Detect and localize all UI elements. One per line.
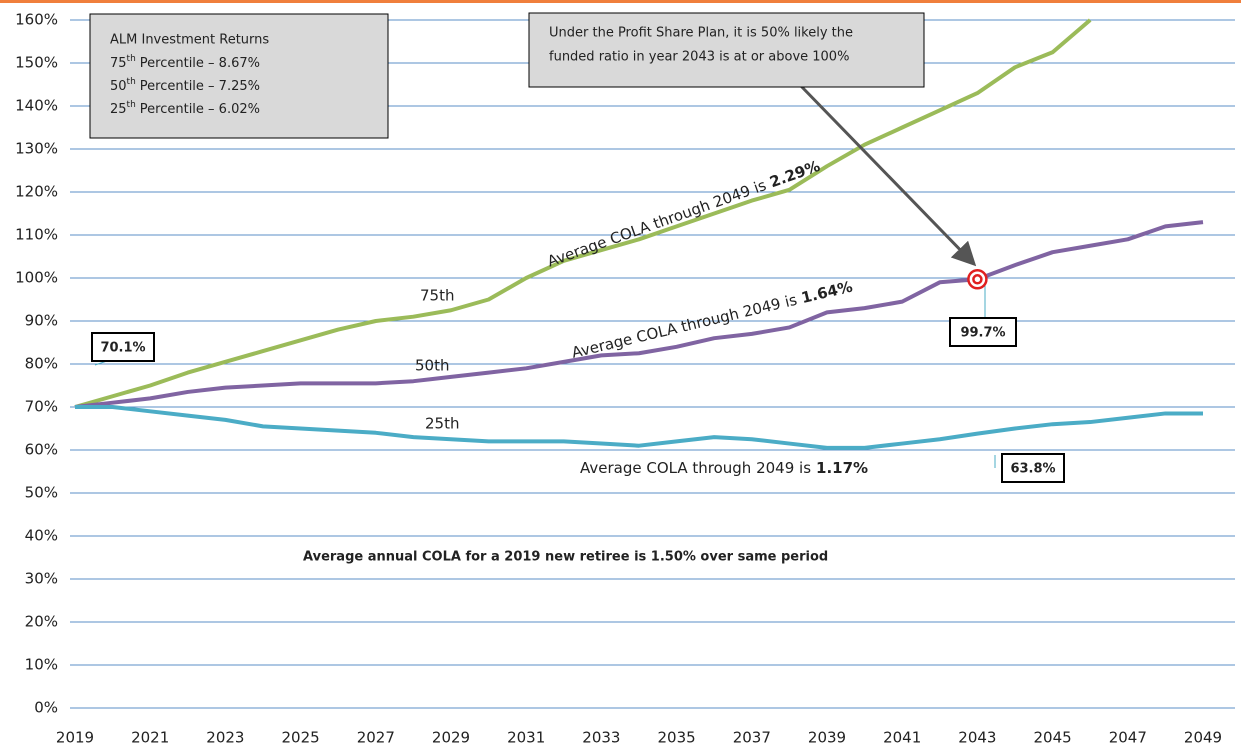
x-tick-label: 2041	[883, 729, 921, 747]
series-line	[74, 220, 1204, 409]
y-tick-label: 130%	[15, 140, 58, 158]
y-tick-label: 50%	[25, 484, 58, 502]
x-tick-label: 2023	[206, 729, 244, 747]
rank: 50	[110, 79, 127, 94]
y-tick-label: 70%	[25, 398, 58, 416]
y-tick-label: 100%	[15, 269, 58, 287]
returns-text: Percentile – 7.25%	[140, 79, 260, 94]
cola-label: Average COLA through 2049 is2.29%	[545, 156, 822, 270]
point-label: 63.8%	[1010, 462, 1055, 477]
y-tick-label: 40%	[25, 527, 58, 545]
y-tick-label: 140%	[15, 97, 58, 115]
series-label: 75th	[420, 287, 454, 305]
y-tick-label: 120%	[15, 183, 58, 201]
callout-text: funded ratio in year 2043 is at or above…	[549, 50, 849, 65]
x-tick-label: 2031	[507, 729, 545, 747]
x-tick-label: 2043	[958, 729, 996, 747]
y-tick-label: 160%	[15, 11, 58, 29]
point-label-box	[949, 317, 1017, 347]
returns-row: 50th Percentile – 7.25%	[110, 77, 260, 94]
rank-suffix: th	[127, 77, 136, 87]
y-tick-label: 0%	[34, 699, 58, 717]
cola-label: Average COLA through 2049 is 1.17%	[580, 459, 868, 477]
point-label-box	[1001, 453, 1065, 483]
point-label: 99.7%	[960, 326, 1005, 341]
returns-row: 25th Percentile – 6.02%	[110, 100, 260, 117]
returns-row: 75th Percentile – 8.67%	[110, 54, 260, 71]
returns-title: ALM Investment Returns	[110, 33, 269, 48]
target-marker	[972, 274, 983, 285]
x-tick-label: 2025	[282, 729, 320, 747]
y-tick-label: 110%	[15, 226, 58, 244]
x-tick-label: 2027	[357, 729, 395, 747]
rank: 75	[110, 56, 127, 71]
y-tick-label: 30%	[25, 570, 58, 588]
y-tick-label: 90%	[25, 312, 58, 330]
point-label: 70.1%	[100, 341, 145, 356]
x-tick-label: 2039	[808, 729, 846, 747]
grid: 0% 10% 20% 30% 40% 50% 60% 70% 80% 90% 100% 110% 120…	[15, 11, 1235, 747]
y-tick-label: 20%	[25, 613, 58, 631]
lines	[74, 18, 1204, 450]
cola-value: 1.64%	[799, 277, 854, 307]
y-tick-label: 60%	[25, 441, 58, 459]
callout-text: Under the Profit Share Plan, it is 50% l…	[549, 26, 853, 41]
point-label-box	[91, 332, 155, 362]
callout-box	[528, 12, 925, 88]
x-tick-label: 2029	[432, 729, 470, 747]
cola-text: Average COLA through 2049 is	[570, 290, 799, 361]
series-label: 50th	[415, 357, 449, 375]
x-tick-label: 2033	[582, 729, 620, 747]
x-tick-label: 2021	[131, 729, 169, 747]
rank-suffix: th	[127, 100, 136, 110]
x-tick-label: 2049	[1184, 729, 1222, 747]
y-tick-label: 10%	[25, 656, 58, 674]
returns-text: Percentile – 6.02%	[140, 102, 260, 117]
cola-text: Average COLA through 2049 is	[580, 459, 811, 477]
cola-value: 1.17%	[816, 459, 868, 477]
series-line	[74, 18, 1092, 409]
x-tick-label: 2035	[658, 729, 696, 747]
x-tick-label: 2037	[733, 729, 771, 747]
series-line	[75, 405, 1203, 450]
cola-text: Average COLA through 2049 is	[545, 175, 769, 270]
top-bar	[0, 0, 1241, 3]
series-label: 25th	[425, 415, 459, 433]
returns-text: Percentile – 8.67%	[140, 56, 260, 71]
rank: 25	[110, 102, 127, 117]
rank-suffix: th	[127, 54, 136, 64]
note: Average annual COLA for a 2019 new retir…	[303, 550, 828, 565]
x-tick-label: 2045	[1034, 729, 1072, 747]
y-tick-label: 150%	[15, 54, 58, 72]
returns-box	[89, 13, 389, 139]
y-tick-label: 80%	[25, 355, 58, 373]
x-tick-label: 2047	[1109, 729, 1147, 747]
callout-arrow	[798, 83, 977, 267]
x-tick-label: 2019	[56, 729, 94, 747]
